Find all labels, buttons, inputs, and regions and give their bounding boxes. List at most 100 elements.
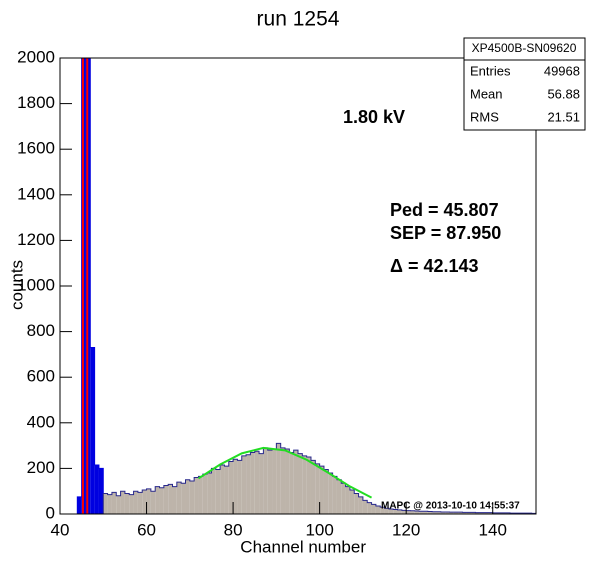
y-axis-label: counts [7, 260, 26, 310]
histogram-bar [310, 460, 316, 514]
histogram-bar [124, 493, 130, 514]
histogram-bar [458, 512, 463, 514]
histogram-bar [484, 512, 489, 514]
x-tick-label: 40 [51, 520, 70, 539]
x-tick-label: 140 [479, 520, 507, 539]
histogram-outline [76, 58, 104, 514]
stats-value: 21.51 [547, 109, 580, 124]
histogram-bar [120, 491, 125, 514]
histogram-bar [298, 453, 303, 514]
histogram-bar [479, 512, 485, 514]
histogram-bar [341, 483, 346, 514]
histogram-bar [445, 511, 450, 514]
histogram-bar [371, 504, 376, 514]
histogram-bar [228, 461, 234, 514]
x-tick-label: 100 [305, 520, 333, 539]
histogram-bar [237, 460, 242, 514]
fit-curve [197, 446, 373, 499]
stats-key: RMS [470, 109, 499, 124]
histogram-bar [263, 447, 268, 514]
histogram-outline [102, 442, 536, 514]
histogram-bar [198, 476, 203, 514]
histogram-bar [172, 486, 177, 514]
histogram-bar [449, 512, 454, 514]
histogram-bar [246, 454, 251, 514]
histogram-bar [215, 469, 221, 514]
histogram-bar [397, 509, 402, 514]
histogram-bar [336, 479, 342, 514]
histogram-bar [176, 482, 182, 514]
histogram-bar [367, 502, 372, 514]
histogram-bar [432, 511, 437, 514]
histogram-bar [168, 484, 173, 514]
histogram-bar [319, 466, 324, 514]
y-tick-label: 600 [27, 367, 55, 386]
histogram-bar [410, 510, 415, 514]
histogram-bar [98, 468, 104, 514]
histogram-bar [462, 512, 467, 514]
histogram-bar [254, 451, 260, 514]
histogram-bar [220, 464, 225, 514]
histogram-bar [94, 464, 99, 514]
histogram-bar [427, 511, 433, 514]
histogram-bar [306, 457, 311, 514]
histogram-bar [150, 491, 156, 514]
histogram-bar [384, 508, 389, 514]
histogram-bar [146, 488, 151, 514]
histogram-bar [293, 450, 298, 514]
y-tick-label: 0 [46, 503, 55, 522]
histogram-bar [142, 490, 147, 514]
histogram-bar [436, 511, 441, 514]
stats-key: Mean [470, 86, 503, 101]
histogram-bar [401, 510, 407, 514]
histogram-bar [189, 480, 195, 514]
histogram-bar [475, 512, 480, 514]
histogram-bar [488, 512, 493, 514]
histogram-bar [440, 511, 446, 514]
histogram-bar [202, 474, 208, 514]
annotation: Ped = 45.807 [390, 200, 499, 220]
histogram-bar [133, 491, 138, 514]
y-tick-label: 1000 [17, 275, 55, 294]
histogram-bar [107, 494, 112, 514]
histogram-bar [328, 472, 333, 514]
y-tick-label: 2000 [17, 47, 55, 66]
histogram-bar [159, 487, 164, 514]
histogram-bar [289, 452, 294, 514]
histogram-bar [501, 512, 506, 514]
histogram-bar [354, 493, 359, 514]
histogram-bar [349, 490, 355, 514]
histogram-bar [362, 500, 368, 514]
histogram-bar [194, 477, 199, 514]
histogram-bar [285, 449, 290, 514]
histogram-bar [250, 452, 255, 514]
annotation: 1.80 kV [343, 107, 405, 127]
histogram-bar [332, 476, 337, 514]
histogram-bar [423, 511, 428, 514]
histogram-bar [163, 485, 169, 514]
histogram-bar [414, 511, 420, 514]
histogram-bar [276, 443, 281, 514]
histogram-bar [388, 508, 394, 514]
histogram-bar [224, 466, 229, 514]
plot-area [76, 58, 536, 514]
histogram-bar [259, 453, 264, 514]
histogram-bar [419, 511, 424, 514]
histogram-bar [406, 510, 411, 514]
x-tick-label: 120 [392, 520, 420, 539]
histogram-bar [280, 447, 286, 514]
y-tick-label: 400 [27, 412, 55, 431]
histogram-bar [129, 494, 134, 514]
histogram-bar [155, 486, 160, 514]
histogram-bar [116, 495, 121, 514]
chart-title: run 1254 [257, 8, 340, 31]
stats-title: XP4500B-SN09620 [472, 41, 577, 55]
y-tick-label: 1600 [17, 139, 55, 158]
histogram-bar [137, 492, 143, 514]
histogram-bar [466, 512, 472, 514]
histogram-bar [302, 455, 307, 514]
histogram-bar [111, 492, 117, 514]
histogram-bar [233, 459, 238, 514]
histogram-bar [380, 507, 385, 514]
